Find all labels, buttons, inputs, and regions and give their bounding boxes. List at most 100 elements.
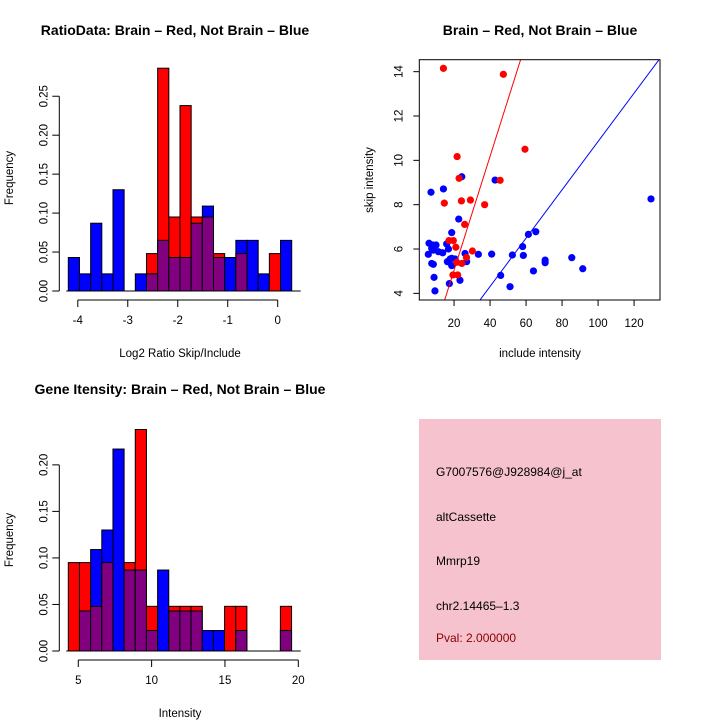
scatter-point-blue — [474, 250, 482, 258]
scatter-ylabel: skip intensity — [364, 147, 376, 213]
scatter-x-tick-label: 80 — [556, 318, 569, 330]
ratio-y-tick-label: 0.15 — [38, 163, 50, 185]
scatter-point-blue — [506, 283, 514, 291]
ratio-x-tick-label: -3 — [123, 315, 133, 327]
scatter-y-tick-label: 4 — [393, 290, 405, 297]
scatter-point-blue — [427, 188, 435, 196]
scatter-point-blue — [508, 251, 516, 259]
scatter-point-red — [453, 152, 461, 161]
gene-title: Gene Itensity: Brain – Red, Not Brain – … — [35, 381, 326, 397]
scatter-y-tick-label: 12 — [393, 110, 405, 123]
gene-bar-blue — [212, 630, 226, 652]
ratio-bar-overlap — [157, 239, 170, 292]
gene-y-tick-label: 0.15 — [38, 500, 50, 522]
gene-bar-red — [67, 562, 80, 652]
gene-bar-overlap — [279, 630, 293, 652]
scatter-point-blue — [519, 251, 527, 260]
ratio-x-tick-label: 0 — [275, 315, 281, 327]
gene-xlabel: Intensity — [159, 708, 202, 720]
ratio-bar-overlap — [235, 253, 248, 292]
scatter-point-blue — [429, 246, 437, 254]
scatter-x-tick-label: 20 — [448, 318, 461, 330]
gene-bar-blue — [112, 448, 125, 652]
scatter-point-red — [468, 247, 477, 255]
fit-line-blue — [479, 59, 660, 301]
info-probe: G7007576@J928984@j_at — [436, 465, 582, 479]
scatter-point-blue — [541, 259, 549, 267]
ratio-x-tick-label: -4 — [73, 315, 84, 327]
scatter-y-tick-label: 14 — [393, 65, 405, 78]
scatter-point-red — [455, 174, 463, 182]
scatter-point-blue — [529, 267, 538, 275]
scatter-point-red — [481, 201, 489, 209]
scatter-point-red — [439, 64, 448, 72]
gene-bar-overlap — [123, 569, 136, 652]
ratio-y-tick-label: 0.00 — [38, 280, 50, 302]
scatter-point-blue — [424, 250, 432, 258]
scatter-point-red — [440, 199, 448, 207]
gene-bar-red — [224, 605, 237, 652]
gene-x-tick-label: 15 — [219, 675, 232, 687]
info-panel — [419, 419, 661, 660]
scatter-point-blue — [568, 254, 576, 262]
scatter-x-tick-label: 100 — [588, 318, 607, 330]
gene-y-tick-label: 0.00 — [38, 640, 50, 662]
scatter-point-blue — [647, 195, 655, 203]
gene-bar-blue — [201, 630, 214, 652]
scatter-point-blue — [439, 249, 447, 257]
ratio-bar-blue — [257, 273, 270, 292]
ratio-bar-blue — [90, 222, 103, 292]
scatter-point-red — [449, 236, 457, 245]
ratio-bar-blue — [67, 257, 80, 292]
scatter-title: Brain – Red, Not Brain – Blue — [443, 22, 638, 38]
ratio-bar-blue — [280, 239, 293, 292]
scatter-point-red — [496, 176, 504, 184]
scatter-point-blue — [532, 228, 540, 236]
gene-y-tick-label: 0.05 — [38, 593, 50, 615]
scatter-x-tick-label: 40 — [484, 318, 497, 330]
ratio-y-tick-label: 0.05 — [38, 241, 50, 263]
scatter-point-blue — [444, 245, 453, 253]
gene-bar-overlap — [90, 605, 103, 652]
scatter-point-blue — [448, 229, 456, 237]
ratio-bar-overlap — [213, 257, 226, 292]
scatter-point-red — [454, 271, 462, 279]
info-gene: Mmrp19 — [436, 554, 480, 568]
scatter-point-red — [461, 220, 469, 229]
scatter-point-blue — [455, 215, 463, 223]
gene-bar-overlap — [78, 610, 92, 652]
scatter-point-blue — [430, 273, 438, 281]
scatter-point-blue — [439, 185, 448, 193]
info-pval: Pval: 2.000000 — [436, 631, 516, 645]
scatter-y-tick-label: 10 — [393, 154, 405, 167]
scatter-point-blue — [491, 176, 499, 184]
ratio-x-tick-label: -2 — [173, 315, 183, 327]
ratio-bar-overlap — [179, 257, 192, 292]
scatter-frame — [418, 59, 661, 301]
gene-bar-overlap — [145, 630, 159, 652]
gene-x-tick-label: 10 — [145, 675, 158, 687]
ratio-bar-blue — [78, 273, 92, 292]
ratio-bar-blue — [224, 257, 237, 292]
scatter-x-tick-label: 120 — [624, 318, 643, 330]
scatter-point-blue — [497, 271, 505, 279]
scatter-point-red — [499, 70, 507, 78]
ratio-y-tick-label: 0.25 — [38, 85, 50, 107]
gene-bar-overlap — [179, 610, 192, 652]
gene-bar-overlap — [168, 610, 181, 652]
scatter-point-blue — [431, 287, 439, 295]
ratio-bar-blue — [134, 273, 147, 292]
ratio-title: RatioData: Brain – Red, Not Brain – Blue — [41, 22, 310, 38]
ratio-xlabel: Log2 Ratio Skip/Include — [119, 348, 240, 360]
scatter-point-red — [452, 243, 460, 251]
ratio-x-tick-label: -1 — [223, 315, 233, 327]
ratio-bar-overlap — [201, 216, 215, 292]
gene-bar-overlap — [235, 630, 248, 652]
scatter-y-tick-label: 6 — [393, 246, 405, 252]
ratio-y-tick-label: 0.10 — [38, 202, 50, 224]
ratio-y-tick-label: 0.20 — [38, 124, 50, 146]
gene-ylabel: Frequency — [4, 513, 16, 568]
scatter-point-blue — [488, 250, 496, 258]
